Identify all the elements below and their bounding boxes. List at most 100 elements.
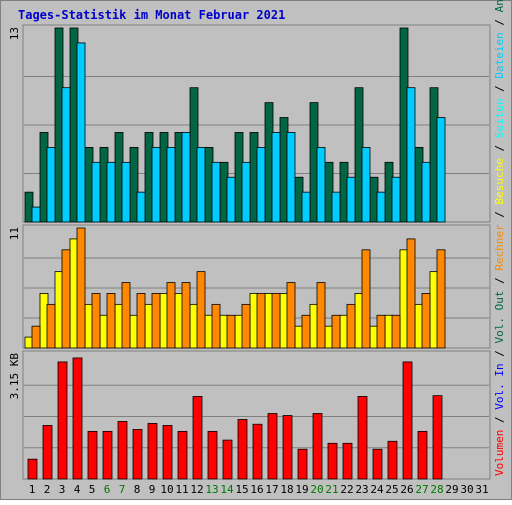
bar-rechner-day-10 xyxy=(166,282,176,349)
bar-rechner-day-18 xyxy=(286,282,296,349)
bar-volumen-day-3 xyxy=(57,361,68,480)
panel-hits: 13 xyxy=(8,24,491,223)
x-tick-label: 17 xyxy=(265,483,278,496)
x-tick-label: 10 xyxy=(160,483,173,496)
bar-volumen-day-15 xyxy=(237,419,248,480)
bar-volumen-day-9 xyxy=(147,423,158,480)
bar-dateien-day-10 xyxy=(166,146,176,223)
panel-visits: 11 xyxy=(8,224,491,349)
bar-volumen-day-8 xyxy=(132,428,143,480)
bar-rechner-day-24 xyxy=(376,314,386,349)
bar-rechner-day-27 xyxy=(421,293,431,349)
bar-rechner-day-2 xyxy=(46,303,56,349)
legend-segment: Rechner xyxy=(493,224,506,271)
bar-dateien-day-12 xyxy=(196,146,206,223)
bar-volumen-day-24 xyxy=(372,448,383,480)
bar-rechner-day-14 xyxy=(226,314,236,349)
bar-rechner-day-28 xyxy=(436,249,446,349)
bar-rechner-day-16 xyxy=(256,293,266,349)
x-tick-label: 4 xyxy=(74,483,81,496)
bar-volumen-day-16 xyxy=(252,423,263,480)
bar-dateien-day-28 xyxy=(436,117,446,223)
bar-volumen-day-12 xyxy=(192,396,203,480)
bar-dateien-day-7 xyxy=(121,161,131,223)
day-axis: 1 2 3 4 5 6 7 8 9 10 11 12 13 14 15 16 17 18 19 20 21 22 23 24 2… xyxy=(29,483,489,496)
x-tick-label: 5 xyxy=(89,483,96,496)
x-tick-label: 2 xyxy=(44,483,51,496)
x-tick-label: 6 xyxy=(104,483,111,496)
x-tick-label: 21 xyxy=(325,483,338,496)
legend-segment: Vol. In xyxy=(493,363,506,409)
x-tick-label: 22 xyxy=(340,483,353,496)
bar-volumen-day-10 xyxy=(162,425,173,480)
bar-rechner-day-17 xyxy=(271,293,281,349)
bar-volumen-day-26 xyxy=(402,361,413,480)
x-tick-label: 29 xyxy=(445,483,458,496)
bar-dateien-day-23 xyxy=(361,146,371,223)
bar-rechner-day-23 xyxy=(361,249,371,349)
bar-rechner-day-1 xyxy=(31,325,41,349)
x-tick-label: 26 xyxy=(400,483,413,496)
legend-segment: Seiten xyxy=(493,98,506,138)
bar-rechner-day-11 xyxy=(181,282,191,349)
x-tick-label: 3 xyxy=(59,483,66,496)
bar-rechner-day-9 xyxy=(151,293,161,349)
bar-dateien-day-5 xyxy=(91,161,101,223)
chart-title: Tages-Statistik im Monat Februar 2021 xyxy=(18,8,285,22)
x-tick-label: 13 xyxy=(205,483,218,496)
x-tick-label: 30 xyxy=(460,483,473,496)
bar-dateien-day-22 xyxy=(346,176,356,223)
legend-segment: / xyxy=(493,204,506,224)
bar-dateien-day-25 xyxy=(391,176,401,223)
bar-volumen-day-4 xyxy=(72,357,83,480)
bar-rechner-day-19 xyxy=(301,314,311,349)
bar-dateien-day-3 xyxy=(61,87,71,223)
bar-dateien-day-4 xyxy=(76,42,86,223)
bar-volumen-day-7 xyxy=(117,421,128,480)
bar-rechner-day-6 xyxy=(106,293,116,349)
chart-panels: 13 11 3.15 KB xyxy=(8,24,491,480)
x-tick-label: 24 xyxy=(370,483,384,496)
x-tick-label: 25 xyxy=(385,483,398,496)
bar-rechner-day-20 xyxy=(316,282,326,349)
bar-volumen-day-2 xyxy=(42,425,53,480)
bar-rechner-day-25 xyxy=(391,314,401,349)
bar-volumen-day-20 xyxy=(312,413,323,480)
x-tick-label: 20 xyxy=(310,483,323,496)
x-tick-label: 16 xyxy=(250,483,263,496)
bar-dateien-day-17 xyxy=(271,132,281,223)
bar-dateien-day-2 xyxy=(46,146,56,223)
panel-volume: 3.15 KB xyxy=(8,350,491,480)
x-tick-label: 7 xyxy=(119,483,126,496)
x-tick-label: 1 xyxy=(29,483,36,496)
bar-volumen-day-25 xyxy=(387,440,398,480)
bar-dateien-day-1 xyxy=(31,206,41,223)
x-tick-label: 8 xyxy=(134,483,141,496)
x-tick-label: 28 xyxy=(430,483,443,496)
y-max-label-volume: 3.15 KB xyxy=(8,353,21,400)
bar-dateien-day-11 xyxy=(181,132,191,223)
bar-volumen-day-18 xyxy=(282,415,293,480)
bar-rechner-day-22 xyxy=(346,303,356,349)
bar-dateien-day-14 xyxy=(226,176,236,223)
x-tick-label: 18 xyxy=(280,483,293,496)
bar-volumen-day-21 xyxy=(327,442,338,480)
x-tick-label: 14 xyxy=(220,483,234,496)
bar-dateien-day-26 xyxy=(406,87,416,223)
bar-volumen-day-19 xyxy=(297,448,308,480)
bar-volumen-day-17 xyxy=(267,413,278,480)
bar-dateien-day-24 xyxy=(376,191,386,223)
legend-segment: Besuche xyxy=(493,158,506,204)
bar-volumen-day-1 xyxy=(27,458,38,480)
bar-volumen-day-14 xyxy=(222,439,233,480)
right-legend: Volumen / Vol. In / Vol. Out / Rechner /… xyxy=(493,0,506,476)
bar-dateien-day-20 xyxy=(316,146,326,223)
x-tick-label: 9 xyxy=(149,483,156,496)
bar-rechner-day-8 xyxy=(136,293,146,349)
legend-segment: / xyxy=(493,12,506,32)
legend-segment: Vol. Out xyxy=(493,291,506,344)
bar-volumen-day-13 xyxy=(207,430,218,480)
bar-dateien-day-18 xyxy=(286,132,296,223)
